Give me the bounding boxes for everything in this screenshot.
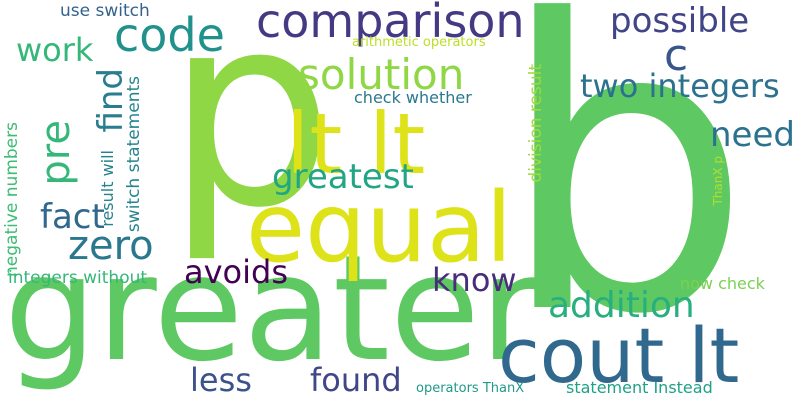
word-switch-statements: switch statements <box>126 76 143 232</box>
word-less: less <box>190 364 252 396</box>
word-need: need <box>710 118 795 152</box>
word-know: know <box>432 264 517 296</box>
word-check-whether: check whether <box>354 90 472 106</box>
word-use-switch: use switch <box>60 3 150 20</box>
word-now-check: now check <box>680 276 765 292</box>
word-operators-thanx: operators ThanX <box>416 382 524 395</box>
word-arithmetic-operators: arithmetic operators <box>352 36 486 49</box>
word-pre: pre <box>36 120 76 186</box>
word-integers-without: integers without <box>8 270 147 287</box>
word-addition: addition <box>548 288 695 324</box>
word-result-will: result will <box>100 150 116 227</box>
word-negative-numbers: negative numbers <box>4 122 21 277</box>
word-greatest: greatest <box>272 160 414 194</box>
word-work: work <box>16 34 93 66</box>
word-avoids: avoids <box>184 256 288 288</box>
word-two-integers: two integers <box>580 70 780 102</box>
word-statement-instead: statement Instead <box>566 380 713 396</box>
word-division-result: division result <box>528 64 545 183</box>
word-find: find <box>94 68 128 133</box>
word-thanx-p: ThanX p <box>712 156 724 206</box>
word-found: found <box>310 364 402 396</box>
